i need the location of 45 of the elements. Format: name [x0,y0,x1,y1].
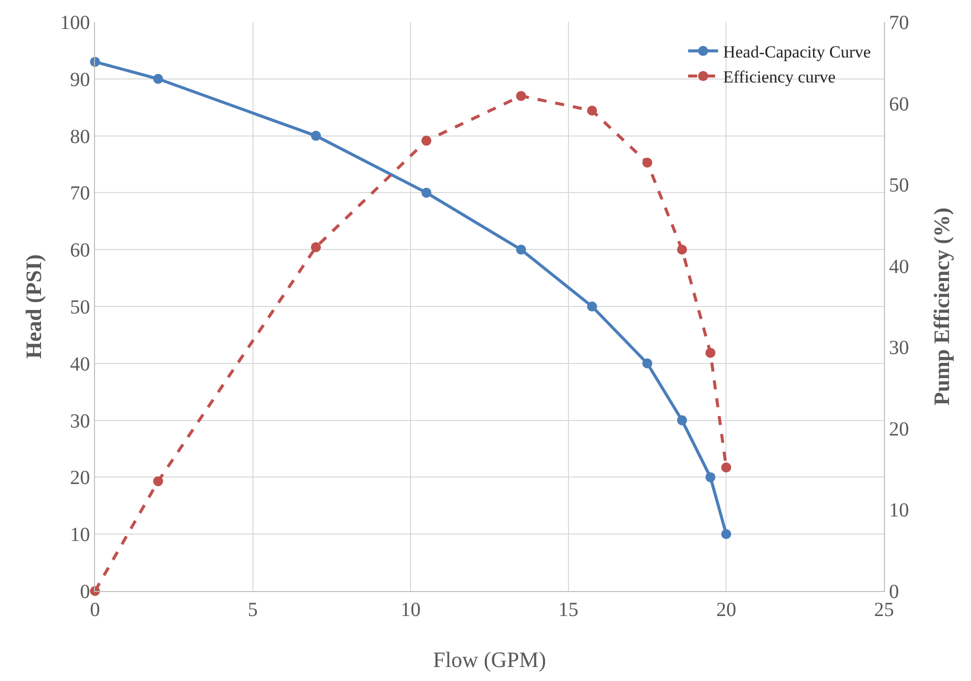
y-tick-label: 80 [70,126,90,148]
y2-tick-label: 60 [889,93,909,116]
point [153,74,164,84]
x-tick-label: 20 [716,599,736,621]
point [310,242,321,252]
point [516,90,526,101]
y-tick-label: 90 [70,68,90,91]
y-tick-label: 30 [70,410,90,432]
y-tick-label: 100 [60,12,90,34]
y2-axis-title: Pump Efficiency (%) [929,208,954,406]
y-tick-label: 60 [70,240,90,262]
point [421,188,432,198]
point [721,529,732,540]
y2-tick-label: 10 [889,500,909,522]
x-tick-label: 15 [558,599,578,621]
y-tick-label: 10 [70,524,90,546]
y-tick-label: 50 [70,296,90,318]
legend-label: Head-Capacity Curve [723,42,871,62]
x-tick-label: 5 [248,599,258,621]
y-axis-title: Head (PSI) [21,254,46,359]
point [421,136,432,146]
y-tick-label: 20 [70,467,90,490]
y2-tick-label: 30 [889,337,909,360]
point [642,158,652,168]
point [677,415,688,426]
point [153,476,164,486]
point [587,106,598,116]
point [642,358,652,368]
legend-label: Efficiency curve [723,68,836,87]
y2-tick-label: 20 [889,418,909,440]
point [516,244,526,255]
y-tick-label: 70 [70,182,90,205]
y2-tick-label: 40 [889,256,909,278]
point [705,472,716,482]
point [310,130,321,141]
y-tick-label: 0 [80,581,90,603]
x-tick-label: 10 [400,599,421,621]
y2-tick-label: 50 [889,174,909,197]
y-tick-label: 40 [70,353,90,376]
point [677,244,688,255]
x-axis-title: Flow (GPM) [432,647,546,672]
point [705,348,716,358]
point [721,462,732,472]
y2-tick-label: 70 [889,12,909,34]
point [587,302,598,312]
